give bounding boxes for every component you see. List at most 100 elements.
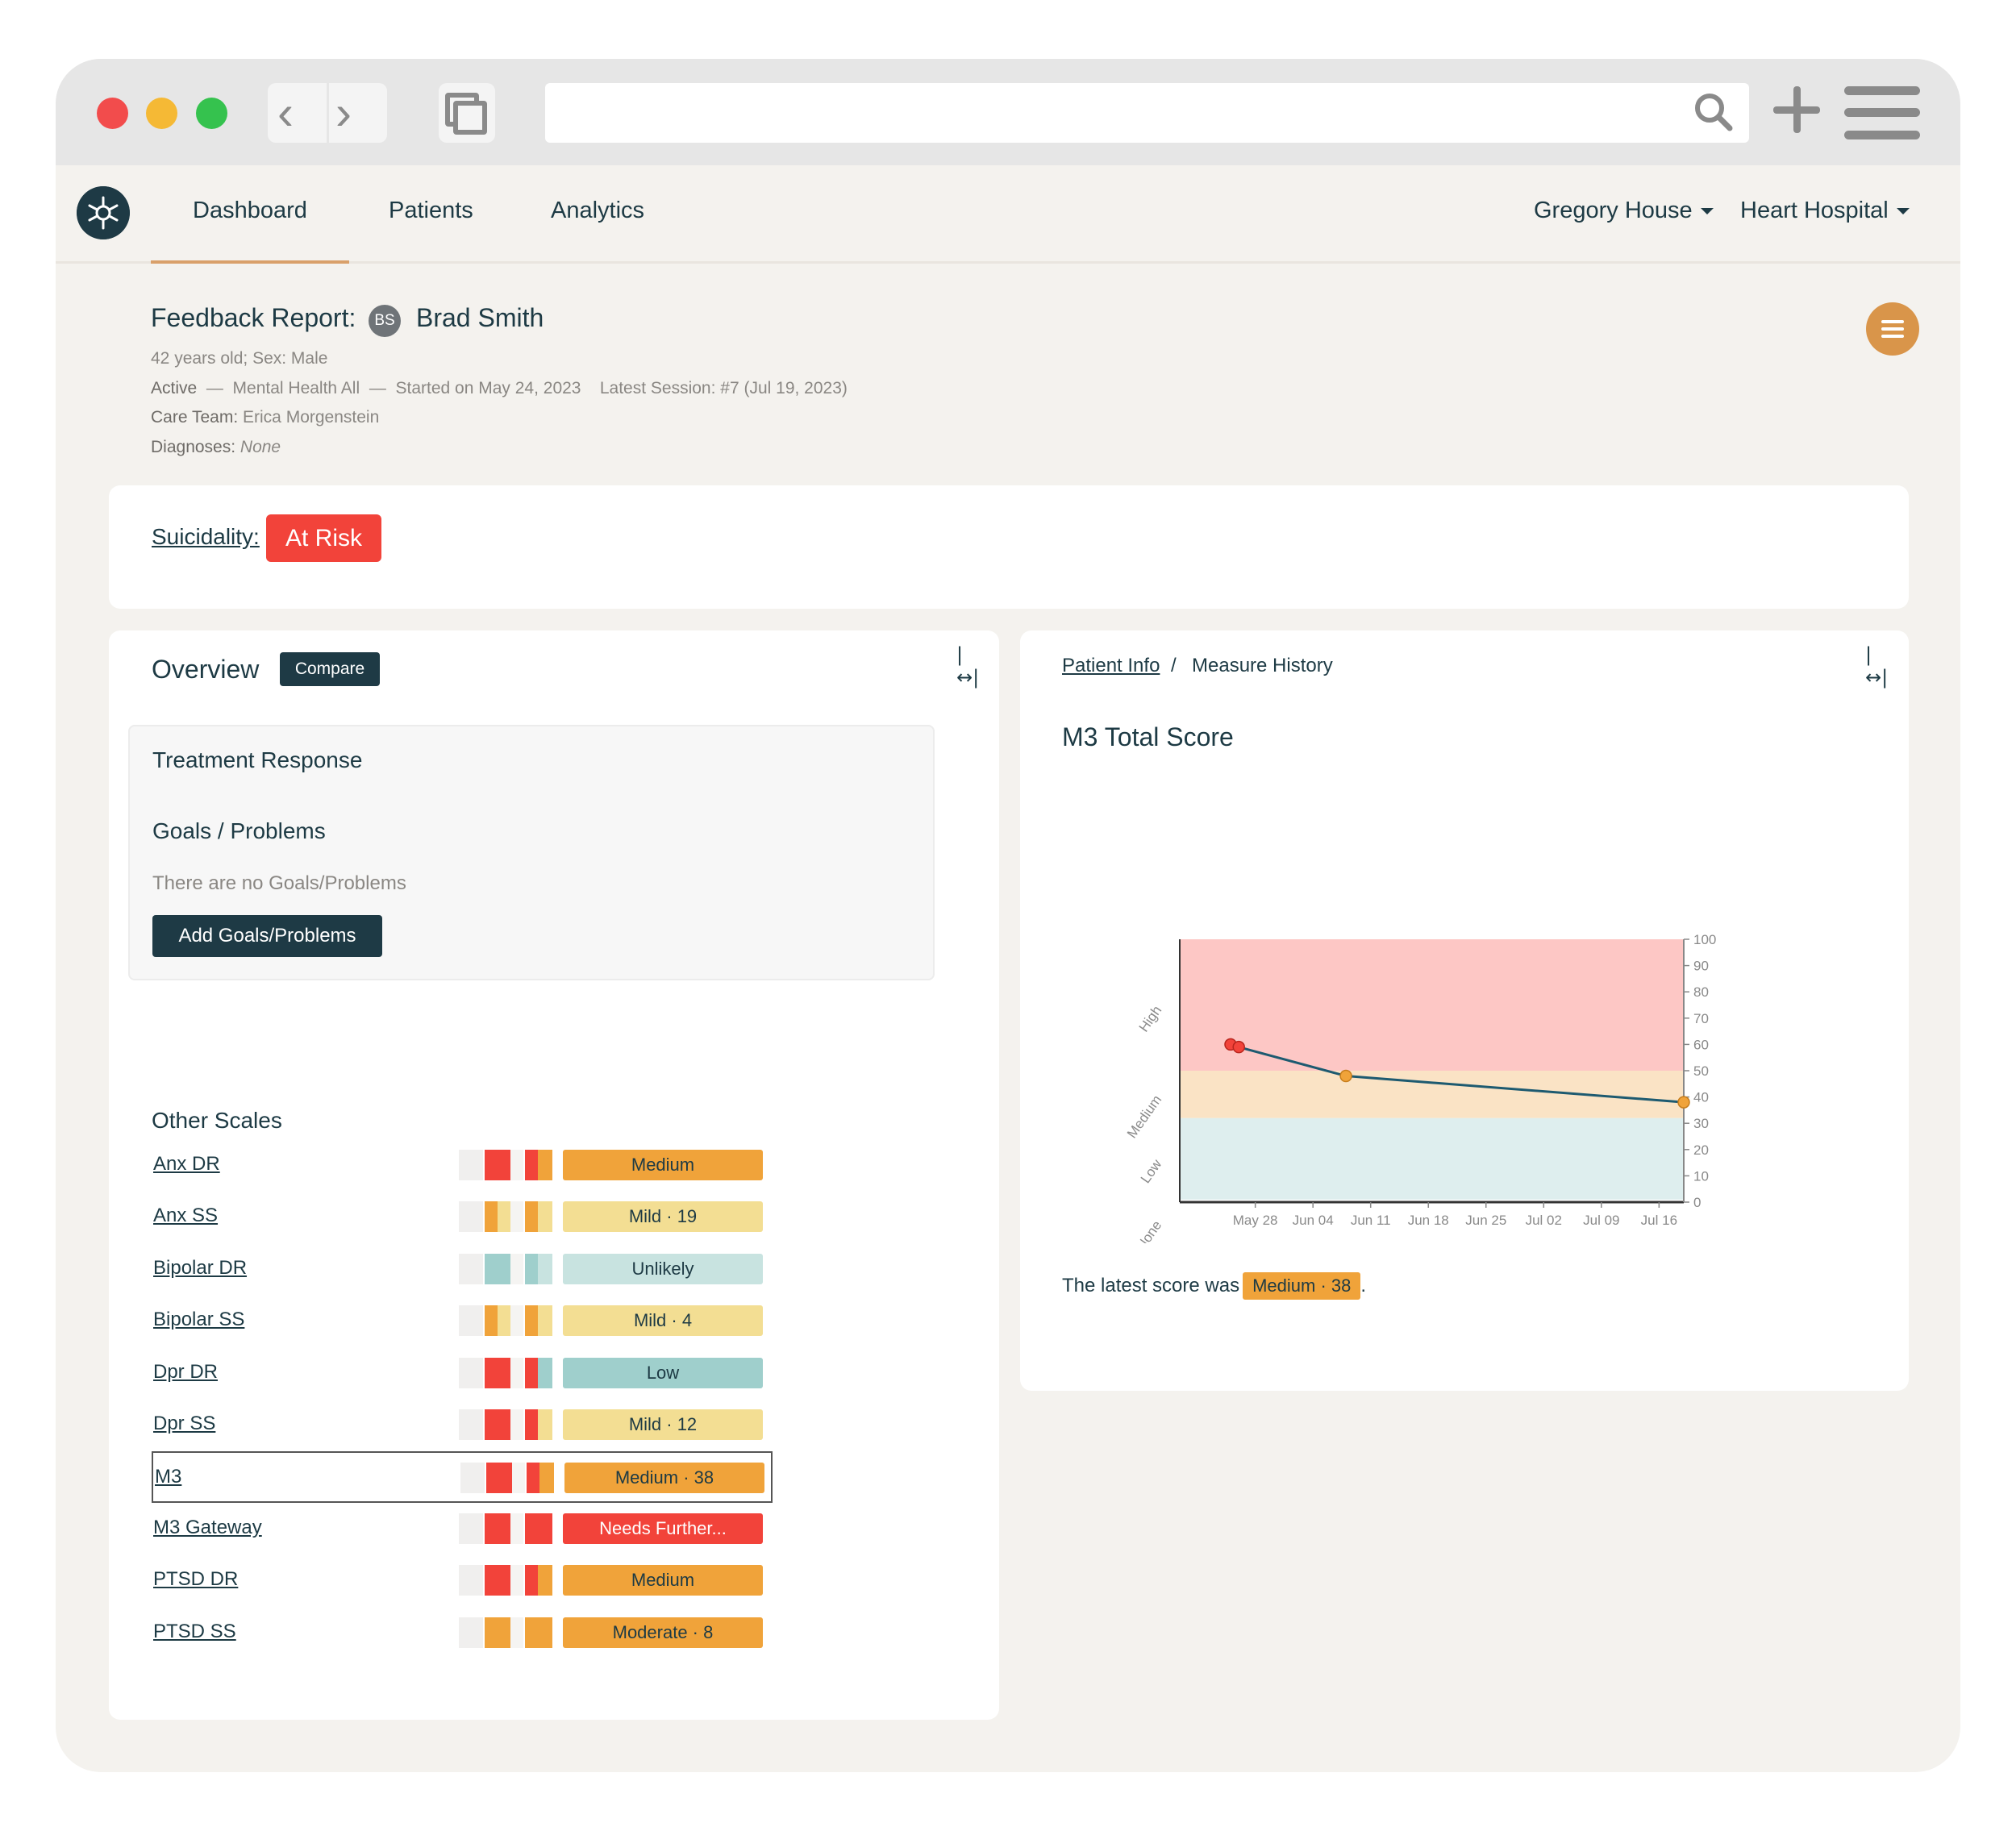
diagnoses-line: Diagnoses: None	[151, 438, 281, 457]
severity-band-none	[1180, 1199, 1684, 1202]
other-scales-title: Other Scales	[152, 1108, 282, 1133]
care-team-label: Care Team:	[151, 408, 239, 427]
actions-menu-button[interactable]	[1866, 302, 1919, 356]
scale-history-sparkbar	[459, 1253, 552, 1284]
scale-row[interactable]: Dpr DR Low	[152, 1348, 773, 1400]
forward-arrow-icon[interactable]: ›	[335, 85, 352, 139]
browser-menu-icon[interactable]	[1844, 86, 1920, 139]
y-tick-label: 0	[1693, 1195, 1701, 1210]
scale-status-badge: Moderate · 8	[563, 1617, 763, 1648]
y-tick-label: 70	[1693, 1011, 1709, 1026]
x-tick-label: Jul 09	[1583, 1213, 1619, 1228]
latest-score-badge: Medium · 38	[1243, 1272, 1361, 1300]
score-point[interactable]	[1339, 1069, 1352, 1083]
scale-history-sparkbar	[459, 1305, 552, 1337]
patient-program-line: Active — Mental Health All — Started on …	[151, 379, 848, 397]
nav-analytics[interactable]: Analytics	[551, 198, 645, 223]
suicidality-link[interactable]: Suicidality:	[152, 524, 260, 549]
scale-row[interactable]: Bipolar DR Unlikely	[152, 1244, 773, 1296]
maximize-window-button[interactable]	[196, 98, 227, 129]
minimize-window-button[interactable]	[146, 98, 177, 129]
scale-history-sparkbar	[459, 1513, 552, 1544]
nav-patients[interactable]: Patients	[389, 198, 473, 223]
scale-history-sparkbar	[459, 1409, 552, 1440]
y-tick-label: 60	[1693, 1037, 1709, 1052]
compare-button[interactable]: Compare	[280, 652, 380, 686]
scale-status-badge: Low	[563, 1357, 763, 1388]
expand-icon[interactable]: |↔|	[1865, 643, 1889, 689]
app-logo-icon[interactable]	[77, 186, 130, 239]
user-name: Gregory House	[1534, 198, 1693, 223]
program-text: Mental Health All	[232, 379, 360, 397]
scale-status-badge: Medium · 38	[564, 1463, 764, 1494]
band-label: None	[1133, 1217, 1164, 1243]
patient-name[interactable]: Brad Smith	[416, 303, 544, 332]
x-tick-label: May 28	[1233, 1213, 1278, 1228]
browser-window: ‹ › Dashboard Patients Analyt	[56, 59, 1960, 1772]
new-tab-plus-icon[interactable]	[1772, 83, 1822, 136]
y-tick-label: 20	[1693, 1142, 1709, 1158]
scale-row[interactable]: M3 Medium · 38	[152, 1451, 773, 1504]
y-tick-label: 40	[1693, 1090, 1709, 1105]
hospital-name: Heart Hospital	[1740, 198, 1889, 223]
chevron-down-icon	[1700, 208, 1714, 215]
severity-band-high	[1180, 939, 1684, 1071]
scale-name-link[interactable]: Bipolar DR	[153, 1256, 248, 1279]
scale-status-badge: Mild · 12	[563, 1409, 763, 1440]
back-arrow-icon[interactable]: ‹	[277, 85, 294, 139]
suicidality-card: Suicidality: At Risk	[109, 485, 1909, 609]
scale-status-badge: Medium	[563, 1150, 763, 1180]
user-dropdown[interactable]: Gregory House	[1534, 198, 1714, 224]
tabs-overview-icon[interactable]	[439, 83, 495, 143]
scale-history-sparkbar	[459, 1617, 552, 1648]
goals-title: Goals / Problems	[152, 818, 326, 843]
status-text: Active	[151, 379, 198, 397]
scale-name-link[interactable]: Anx SS	[153, 1205, 219, 1227]
scale-status-badge: Medium	[563, 1565, 763, 1596]
x-tick-label: Jul 16	[1641, 1213, 1677, 1228]
latest-score-line: The latest score was Medium · 38.	[1062, 1272, 1366, 1300]
score-point[interactable]	[1232, 1040, 1245, 1054]
add-goals-button[interactable]: Add Goals/Problems	[152, 915, 382, 957]
scale-name-link[interactable]: Dpr SS	[153, 1413, 216, 1434]
scale-name-link[interactable]: M3 Gateway	[153, 1516, 262, 1538]
overview-title: Overview	[152, 655, 260, 684]
breadcrumb-measure-history: Measure History	[1192, 655, 1333, 676]
y-tick-label: 50	[1693, 1063, 1709, 1079]
care-team-value: Erica Morgenstein	[243, 408, 380, 427]
hospital-dropdown[interactable]: Heart Hospital	[1740, 198, 1910, 224]
scale-row[interactable]: PTSD DR Medium	[152, 1555, 773, 1607]
scale-history-sparkbar	[459, 1150, 552, 1180]
severity-band-medium	[1180, 1071, 1684, 1118]
nav-dashboard[interactable]: Dashboard	[151, 198, 349, 264]
scale-row[interactable]: PTSD SS Moderate · 8	[152, 1608, 773, 1659]
patient-age-sex: 42 years old; Sex: Male	[151, 349, 328, 368]
scale-history-sparkbar	[459, 1565, 552, 1596]
search-icon[interactable]	[1693, 91, 1735, 133]
scale-name-link[interactable]: Anx DR	[153, 1153, 220, 1175]
scale-status-badge: Mild · 19	[563, 1201, 763, 1233]
scale-name-link[interactable]: M3	[155, 1466, 182, 1488]
scale-row[interactable]: Dpr SS Mild · 12	[152, 1400, 773, 1451]
treatment-response-title: Treatment Response	[152, 747, 363, 772]
scale-name-link[interactable]: PTSD DR	[153, 1568, 239, 1591]
close-window-button[interactable]	[97, 98, 128, 129]
scale-name-link[interactable]: Bipolar SS	[153, 1309, 245, 1331]
scale-row[interactable]: Anx SS Mild · 19	[152, 1192, 773, 1243]
y-tick-label: 90	[1693, 959, 1709, 974]
scale-row[interactable]: Bipolar SS Mild · 4	[152, 1296, 773, 1347]
scale-name-link[interactable]: Dpr DR	[153, 1360, 219, 1383]
expand-icon[interactable]: |↔|	[956, 643, 980, 689]
scale-status-badge: Needs Further...	[563, 1513, 763, 1544]
scale-status-badge: Unlikely	[563, 1253, 763, 1284]
address-bar[interactable]	[545, 83, 1749, 143]
scale-row[interactable]: M3 Gateway Needs Further...	[152, 1504, 773, 1555]
scale-name-link[interactable]: PTSD SS	[153, 1620, 236, 1642]
band-label: Medium	[1124, 1092, 1164, 1141]
diagnoses-label: Diagnoses:	[151, 438, 236, 456]
scale-row[interactable]: Anx DR Medium	[152, 1140, 773, 1192]
status-badge: At Risk	[266, 514, 381, 562]
score-point[interactable]	[1677, 1096, 1690, 1109]
breadcrumb-patient-info[interactable]: Patient Info	[1062, 655, 1160, 676]
y-tick-label: 100	[1693, 932, 1716, 947]
